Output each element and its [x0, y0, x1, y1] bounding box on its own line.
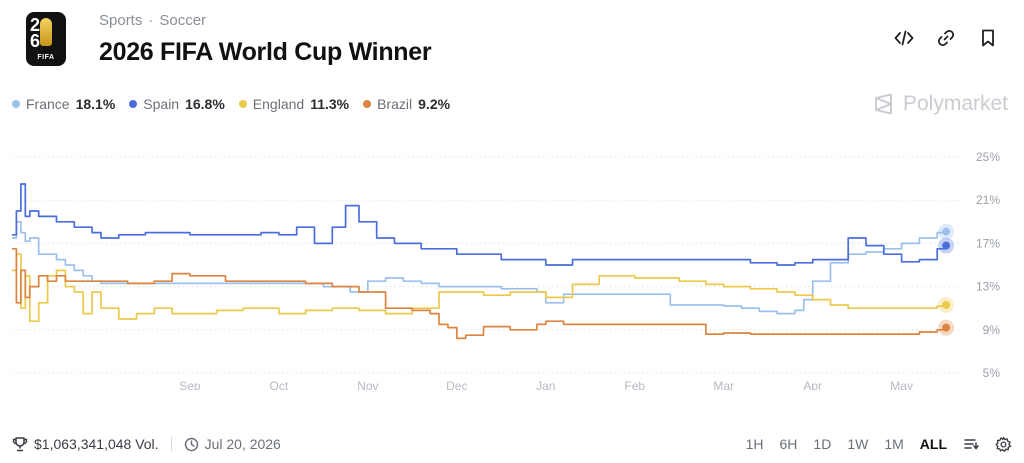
brand-watermark: Polymarket: [873, 92, 1008, 116]
range-1w[interactable]: 1W: [847, 436, 869, 452]
chart-footer: $1,063,341,048 Vol. Jul 20, 2026 1H 6H 1…: [12, 432, 1012, 456]
brand-name: Polymarket: [902, 92, 1008, 115]
legend-value: 18.1%: [75, 96, 116, 112]
legend-label: Brazil: [377, 96, 413, 112]
price-chart[interactable]: 5% 9% 13% 17% 21% 25% Sep Oct Nov Dec Jan Feb Mar Apr…: [0, 140, 1024, 390]
embed-icon[interactable]: [894, 28, 914, 48]
legend-item[interactable]: France 18.1%: [12, 96, 115, 112]
series-end-point: [942, 323, 951, 332]
range-1d[interactable]: 1D: [813, 436, 832, 452]
link-icon[interactable]: [936, 28, 956, 48]
y-tick-label: 21%: [976, 193, 1000, 207]
range-1m[interactable]: 1M: [884, 436, 904, 452]
end-date-text: Jul 20, 2026: [204, 436, 281, 452]
y-tick-label: 9%: [983, 323, 1001, 337]
series-line-spain: [12, 183, 947, 266]
legend-value: 11.3%: [310, 96, 350, 112]
legend-label: England: [252, 96, 305, 112]
legend-dot: [129, 100, 138, 108]
y-tick-label: 17%: [976, 236, 1000, 250]
page-title: 2026 FIFA World Cup Winner: [99, 38, 432, 66]
logo-label: FIFA: [37, 54, 55, 61]
x-tick-label: Jan: [536, 379, 555, 390]
volume-info: $1,063,341,048 Vol.: [12, 436, 159, 452]
legend-label: France: [26, 96, 70, 112]
x-tick-label: Oct: [270, 379, 289, 390]
legend-value: 9.2%: [418, 96, 451, 112]
series-end-point: [942, 300, 951, 309]
range-6h[interactable]: 6H: [779, 436, 798, 452]
polymarket-logo-icon: [874, 93, 892, 115]
y-tick-label: 13%: [976, 280, 1000, 294]
series-end-point: [942, 227, 951, 236]
x-tick-label: Feb: [624, 379, 645, 390]
time-range-selector: 1H 6H 1D 1W 1M ALL: [746, 436, 1012, 453]
x-tick-label: Apr: [803, 379, 822, 390]
bookmark-icon[interactable]: [978, 28, 998, 48]
trophy-icon: [40, 18, 52, 46]
event-logo: 2 6 FIFA: [26, 12, 66, 66]
range-1h[interactable]: 1H: [745, 436, 764, 452]
legend-item[interactable]: England 11.3%: [238, 96, 350, 112]
legend-dot: [238, 100, 247, 108]
legend-dot: [12, 100, 20, 108]
series-line-brazil: [12, 247, 947, 340]
header-actions: [894, 28, 998, 48]
series-line-england: [12, 253, 947, 323]
breadcrumb: Sports · Soccer: [99, 12, 206, 29]
x-tick-label: Sep: [179, 379, 201, 390]
breadcrumb-category[interactable]: Sports: [99, 12, 143, 29]
legend-item[interactable]: Spain 16.8%: [129, 96, 225, 112]
legend-item[interactable]: Brazil 9.2%: [363, 96, 450, 112]
breadcrumb-subcategory[interactable]: Soccer: [159, 12, 207, 29]
volume-text: $1,063,341,048 Vol.: [34, 436, 159, 452]
x-tick-label: Dec: [446, 379, 467, 390]
y-tick-label: 25%: [976, 150, 1000, 164]
range-all[interactable]: ALL: [919, 436, 947, 452]
legend-value: 16.8%: [185, 96, 225, 112]
breadcrumb-separator: ·: [148, 12, 154, 29]
x-tick-label: Nov: [357, 379, 378, 390]
series-line-france: [12, 220, 947, 315]
settings-icon[interactable]: [995, 436, 1012, 453]
trophy-icon: [12, 437, 28, 452]
y-tick-label: 5%: [983, 366, 1001, 380]
x-tick-label: Mar: [713, 379, 734, 390]
series-end-point: [942, 241, 951, 250]
legend-dot: [363, 100, 372, 108]
logo-digit-bottom: 6: [30, 31, 41, 51]
logo-digit-top: 2: [30, 15, 41, 35]
legend-label: Spain: [143, 96, 180, 112]
chart-legend: France 18.1% Spain 16.8% England 11.3% B…: [12, 96, 450, 112]
clock-icon: [184, 437, 198, 451]
divider: [170, 437, 172, 451]
filter-icon[interactable]: [963, 436, 979, 452]
x-tick-label: May: [890, 379, 913, 390]
end-date: Jul 20, 2026: [184, 436, 281, 452]
